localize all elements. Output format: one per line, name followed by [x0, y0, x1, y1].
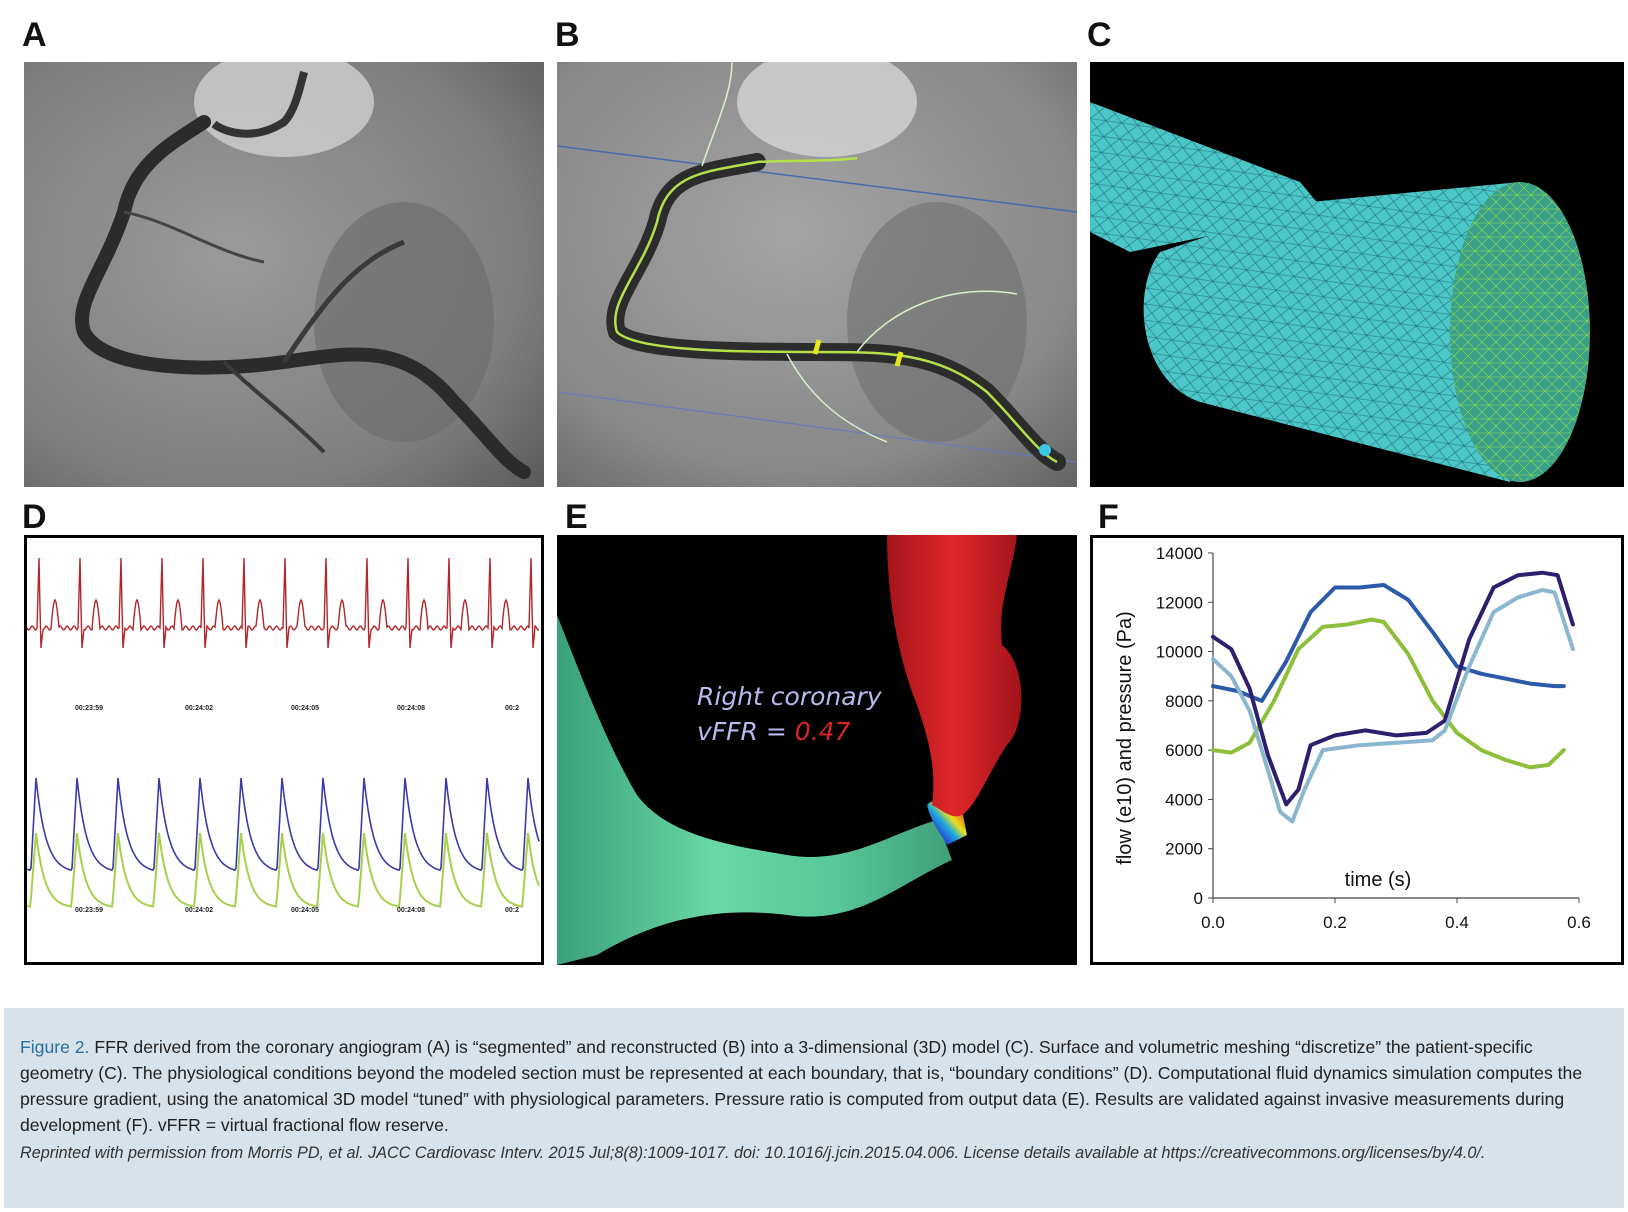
- vffr-prefix: vFFR =: [697, 717, 795, 746]
- series-line-4: [1211, 588, 1575, 824]
- pressure-trace-green: [27, 832, 540, 908]
- x-tick-label: 0.6: [1567, 913, 1591, 932]
- y-tick-label: 2000: [1165, 840, 1203, 859]
- panel-label-c: C: [1087, 16, 1112, 54]
- figure-label: Figure 2.: [20, 1037, 90, 1057]
- y-tick-label: 6000: [1165, 741, 1203, 760]
- validation-chart: 0 2000 4000 6000 8000 10000 12000 14000 0.0 0.2 0.…: [1090, 535, 1624, 965]
- caption-credit: Reprinted with permission from Morris PD…: [20, 1144, 1486, 1162]
- chart-y-axis-label: flow (e10) and pressure (Pa): [1114, 611, 1136, 864]
- timestamp-bottom-5: 00:2: [505, 907, 519, 914]
- mesh-model-image: [1090, 62, 1624, 487]
- chart-svg: 0 2000 4000 6000 8000 10000 12000 14000 0.0 0.2 0.…: [1114, 544, 1591, 932]
- y-tick-label: 8000: [1165, 692, 1203, 711]
- y-tick-label: 4000: [1165, 790, 1203, 809]
- traces-svg: 00:23:59 00:24:02 00:24:05 00:24:08 00:2…: [27, 557, 540, 914]
- y-tick-label: 0: [1194, 889, 1203, 908]
- vessel-name-label: Right coronary: [697, 682, 883, 711]
- panel-label-f: F: [1098, 498, 1119, 536]
- timestamp-bottom-2: 00:24:02: [185, 907, 213, 914]
- panel-label-a: A: [22, 16, 47, 54]
- timestamp-top-2: 00:24:02: [185, 705, 213, 712]
- vffr-value: 0.47: [795, 717, 851, 746]
- timestamp-top-3: 00:24:05: [291, 705, 319, 712]
- panel-label-b: B: [555, 16, 580, 54]
- caption-text: FFR derived from the coronary angiogram …: [20, 1037, 1583, 1135]
- y-tick-label: 12000: [1156, 593, 1203, 612]
- chart-axes: 0 2000 4000 6000 8000 10000 12000 14000 0.0 0.2 0.…: [1156, 544, 1591, 932]
- y-tick-label: 14000: [1156, 544, 1203, 563]
- figure-caption: Figure 2. FFR derived from the coronary …: [4, 1008, 1624, 1208]
- x-tick-label: 0.4: [1445, 913, 1469, 932]
- timestamp-top-4: 00:24:08: [397, 705, 425, 712]
- y-tick-label: 10000: [1156, 643, 1203, 662]
- series-line-2: [1211, 617, 1566, 770]
- series-line-3: [1211, 570, 1575, 807]
- vffr-model-image: Right coronary vFFR = 0.47: [557, 535, 1077, 965]
- panel-label-e: E: [565, 498, 588, 536]
- pressure-trace-blue: [27, 777, 540, 872]
- timestamp-top-1: 00:23:59: [75, 705, 103, 712]
- timestamp-bottom-1: 00:23:59: [75, 907, 103, 914]
- timestamp-bottom-3: 00:24:05: [291, 907, 319, 914]
- vffr-label: vFFR = 0.47: [697, 717, 851, 746]
- boundary-conditions-traces: 00:23:59 00:24:02 00:24:05 00:24:08 00:2…: [24, 535, 544, 965]
- chart-series: [1211, 570, 1575, 824]
- x-tick-label: 0.0: [1201, 913, 1225, 932]
- angiogram-image: [24, 62, 544, 487]
- timestamp-top-5: 00:2: [505, 705, 519, 712]
- series-line-1: [1211, 583, 1566, 703]
- timestamp-bottom-4: 00:24:08: [397, 907, 425, 914]
- ecg-trace: [27, 557, 540, 649]
- caption-main: Figure 2. FFR derived from the coronary …: [20, 1034, 1608, 1138]
- chart-x-axis-label: time (s): [1345, 869, 1412, 891]
- segmented-angiogram-image: [557, 62, 1077, 487]
- panel-label-d: D: [22, 498, 47, 536]
- x-tick-label: 0.2: [1323, 913, 1347, 932]
